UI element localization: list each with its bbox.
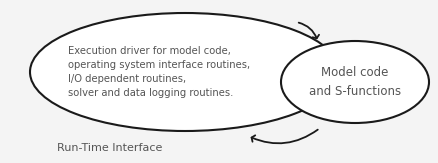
- Text: Run-Time Interface: Run-Time Interface: [57, 143, 162, 153]
- Text: Model code
and S-functions: Model code and S-functions: [308, 66, 400, 98]
- Text: Execution driver for model code,
operating system interface routines,
I/O depend: Execution driver for model code, operati…: [68, 46, 250, 98]
- Ellipse shape: [280, 41, 428, 123]
- Ellipse shape: [30, 13, 339, 131]
